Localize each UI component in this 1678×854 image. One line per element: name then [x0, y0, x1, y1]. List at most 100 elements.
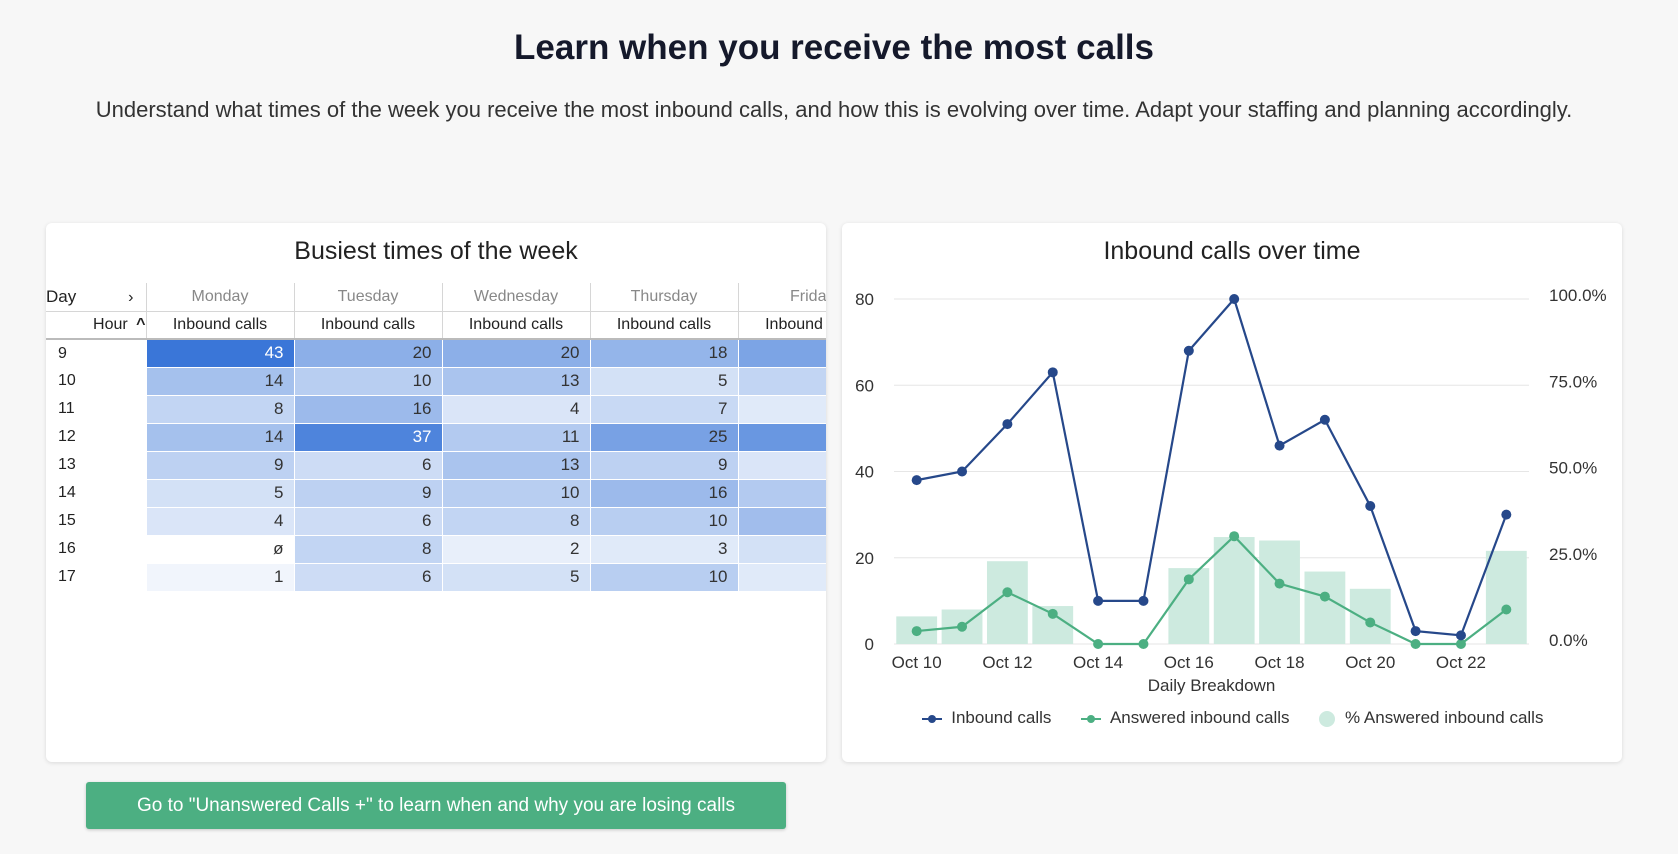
- heat-cell[interactable]: 24: [737, 338, 826, 368]
- answered-data-point: [1274, 578, 1285, 589]
- heat-cell[interactable]: 8: [441, 506, 591, 536]
- legend-item-answered[interactable]: Answered inbound calls: [1080, 708, 1290, 728]
- heat-cell[interactable]: 13: [441, 366, 591, 396]
- day-dimension-header[interactable]: Day ›: [46, 283, 146, 311]
- inbound-data-point: [1093, 595, 1104, 606]
- table-row: 1014101358: [46, 366, 826, 396]
- heat-cell[interactable]: 16: [589, 478, 739, 508]
- heat-cell[interactable]: 29: [737, 422, 826, 452]
- y2-tick-label: 25.0%: [1549, 545, 1597, 564]
- measure-header: Inbound calls: [737, 310, 826, 340]
- day-header-wednesday: Wednesday: [441, 283, 590, 311]
- heat-cell[interactable]: 13: [441, 450, 591, 480]
- inbound-data-point: [1002, 419, 1013, 430]
- heat-cell[interactable]: 5: [589, 366, 739, 396]
- heat-cell[interactable]: 4: [737, 450, 826, 480]
- hour-dimension-header[interactable]: Hour ^: [46, 310, 146, 340]
- table-row: 16 ø8235: [46, 534, 826, 564]
- busiest-times-card: Busiest times of the week Day › Monday Tu…: [46, 223, 826, 762]
- y2-tick-label: 75.0%: [1549, 372, 1597, 391]
- heat-cell[interactable]: 37: [293, 422, 443, 452]
- x-tick-label: Oct 14: [1073, 653, 1123, 672]
- heat-cell[interactable]: 10: [293, 366, 443, 396]
- heat-cell[interactable]: 10: [441, 478, 591, 508]
- heat-cell[interactable]: 3: [737, 394, 826, 424]
- heat-cell[interactable]: 15: [737, 506, 826, 536]
- heatmap-table: Day › Monday Tuesday Wednesday Thursday Frid…: [46, 283, 826, 592]
- heat-cell[interactable]: 6: [293, 562, 443, 592]
- inbound-data-point: [1183, 345, 1194, 356]
- heat-cell[interactable]: 20: [293, 338, 443, 368]
- legend-item-percent[interactable]: % Answered inbound calls: [1318, 708, 1543, 728]
- table-row: 154681015: [46, 506, 826, 536]
- y-tick-label: 60: [855, 376, 874, 395]
- heat-cell[interactable]: 6: [293, 506, 443, 536]
- hour-label: 9: [58, 344, 67, 362]
- heat-cell[interactable]: 1: [145, 562, 295, 592]
- heat-cell[interactable]: 6: [293, 450, 443, 480]
- heat-cell[interactable]: 20: [441, 338, 591, 368]
- page-subtitle: Understand what times of the week you re…: [95, 97, 1573, 122]
- heat-cell[interactable]: ø: [145, 534, 295, 564]
- measure-header: Inbound calls: [441, 310, 590, 340]
- x-tick-label: Oct 12: [982, 653, 1032, 672]
- answered-data-point: [911, 626, 922, 637]
- heat-cell[interactable]: 4: [145, 506, 295, 536]
- table-row: 12 1437112529: [46, 422, 826, 452]
- answered-data-point: [1047, 608, 1058, 619]
- legend-label-inbound: Inbound calls: [951, 708, 1052, 727]
- heat-cell[interactable]: 10: [589, 562, 739, 592]
- heat-cell[interactable]: 16: [293, 394, 443, 424]
- heat-cell[interactable]: 9: [145, 450, 295, 480]
- heat-cell[interactable]: 2: [441, 534, 591, 564]
- inbound-data-point: [1274, 440, 1285, 451]
- answered-data-point: [1455, 639, 1466, 649]
- heat-cell[interactable]: 9: [589, 450, 739, 480]
- legend-label-percent: % Answered inbound calls: [1345, 708, 1544, 727]
- x-tick-label: Oct 18: [1254, 653, 1304, 672]
- answered-data-point: [1501, 604, 1512, 615]
- heat-cell[interactable]: 5: [441, 562, 591, 592]
- heat-cell[interactable]: 14: [145, 366, 295, 396]
- heat-cell[interactable]: 7: [589, 394, 739, 424]
- heat-cell[interactable]: 4: [441, 394, 591, 424]
- heat-cell[interactable]: 3: [737, 562, 826, 592]
- heat-cell[interactable]: 14: [145, 422, 295, 452]
- measure-header: Inbound calls: [589, 310, 738, 340]
- x-tick-label: Oct 10: [892, 653, 942, 672]
- hour-label: 14: [58, 484, 76, 501]
- heat-cell[interactable]: 11: [737, 478, 826, 508]
- x-tick-label: Oct 22: [1436, 653, 1486, 672]
- hour-label: 13: [58, 456, 76, 473]
- table-row: 17 165103: [46, 562, 826, 592]
- heat-cell[interactable]: 8: [145, 394, 295, 424]
- day-header-thursday: Thursday: [589, 283, 738, 311]
- hour-label: 15: [58, 512, 76, 529]
- heat-cell[interactable]: 8: [293, 534, 443, 564]
- heat-cell[interactable]: 5: [145, 478, 295, 508]
- heat-cell[interactable]: 5: [737, 534, 826, 564]
- hour-label: 10: [58, 372, 76, 389]
- heat-cell[interactable]: 10: [589, 506, 739, 536]
- unanswered-calls-button[interactable]: Go to "Unanswered Calls +" to learn when…: [86, 782, 786, 829]
- inbound-calls-card: Inbound calls over time 0 20 40 60 80 0.0% 25.…: [842, 223, 1622, 762]
- chevron-right-icon[interactable]: ›: [128, 289, 134, 306]
- y-tick-label: 20: [855, 549, 874, 568]
- heat-cell[interactable]: 11: [441, 422, 591, 452]
- hour-dimension-label: Hour: [93, 315, 128, 333]
- heat-cell[interactable]: 3: [589, 534, 739, 564]
- heat-cell[interactable]: 18: [589, 338, 739, 368]
- sort-ascending-icon[interactable]: ^: [136, 315, 146, 333]
- y-tick-label: 80: [855, 290, 874, 309]
- heat-cell[interactable]: 8: [737, 366, 826, 396]
- table-row: 11 816473: [46, 394, 826, 424]
- answered-data-point: [1093, 639, 1104, 649]
- heat-cell[interactable]: 25: [589, 422, 739, 452]
- answered-data-point: [1183, 574, 1194, 585]
- chart-legend: Inbound calls Answered inbound calls % A…: [842, 708, 1622, 728]
- heat-cell[interactable]: 43: [145, 338, 295, 368]
- answered-data-point: [1365, 617, 1376, 628]
- legend-item-inbound[interactable]: Inbound calls: [921, 708, 1052, 728]
- table-row: 14 59101611: [46, 478, 826, 508]
- heat-cell[interactable]: 9: [293, 478, 443, 508]
